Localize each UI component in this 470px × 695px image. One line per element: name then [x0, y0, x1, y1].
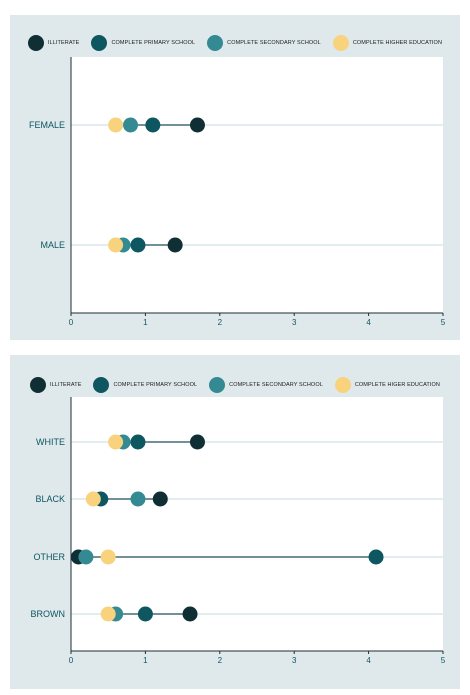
- data-point: [100, 549, 116, 565]
- data-point: [78, 549, 94, 565]
- data-point: [100, 606, 116, 622]
- category-label: BROWN: [31, 609, 66, 619]
- data-point: [152, 491, 168, 507]
- legend-label: ILLITERATE: [47, 40, 80, 46]
- data-point: [145, 117, 161, 133]
- data-point: [85, 491, 101, 507]
- legend-item-primary: COMPLETE PRIMARY SCHOOL: [91, 35, 195, 51]
- data-point: [167, 237, 183, 253]
- data-point: [108, 434, 124, 450]
- legend-swatch-illiterate: [30, 377, 46, 393]
- legend-swatch-secondary: [209, 377, 226, 393]
- x-tick-label: 4: [366, 318, 371, 327]
- legend-item-illiterate: ILLITERATE: [30, 377, 81, 393]
- dot-plot-gender: FEMALE MALE 0 1 2 3 4 5: [29, 57, 446, 327]
- x-tick-label: 5: [441, 656, 446, 665]
- category-label: FEMALE: [29, 120, 65, 130]
- legend-label: COMPLETE SECONDARY SCHOOL: [227, 40, 321, 46]
- legend-label: COMPLETE PRIMARY SCHOOL: [111, 40, 196, 46]
- dot-plot-race: WHITE BLACK OTHER BROWN 0 1 2 3 4 5: [31, 397, 446, 665]
- category-label: OTHER: [34, 552, 66, 562]
- x-tick-label: 2: [218, 656, 223, 665]
- data-point: [130, 237, 146, 253]
- x-tick-label: 1: [143, 656, 148, 665]
- legend-label: COMPLETE HIGHER EDUCATION: [352, 40, 443, 46]
- legend-item-higher: COMPLETE HIGHER EDUCATION: [332, 35, 443, 51]
- x-tick-label: 3: [292, 318, 297, 327]
- category-label: WHITE: [36, 437, 65, 447]
- legend-item-secondary: COMPLETE SECONDARY SCHOOL: [209, 377, 323, 393]
- data-point: [189, 117, 205, 133]
- plot-area: [71, 397, 443, 651]
- legend-item-secondary: COMPLETE SECONDARY SCHOOL: [207, 35, 321, 51]
- data-point: [108, 117, 124, 133]
- category-label: MALE: [40, 240, 65, 250]
- legend-label: COMPLETE PRIMARY SCHOOL: [113, 382, 198, 388]
- legend-label: ILLITERATE: [50, 382, 82, 388]
- data-point: [130, 434, 146, 450]
- plot-area: [71, 57, 443, 313]
- data-point: [182, 606, 198, 622]
- x-tick-label: 0: [69, 318, 74, 327]
- legend: ILLITERATE COMPLETE PRIMARY SCHOOL COMPL…: [10, 35, 460, 51]
- legend: ILLITERATE COMPLETE PRIMARY SCHOOL COMPL…: [10, 377, 460, 393]
- legend-label: COMPLETE HIGER EDUCATION: [354, 382, 440, 388]
- legend-item-primary: COMPLETE PRIMARY SCHOOL: [93, 377, 197, 393]
- legend-swatch-primary: [91, 35, 108, 51]
- data-point: [130, 491, 146, 507]
- legend-swatch-higher: [334, 377, 351, 393]
- legend-swatch-illiterate: [27, 35, 44, 51]
- legend-swatch-higher: [332, 35, 349, 51]
- data-point: [137, 606, 153, 622]
- legend-swatch-primary: [93, 377, 110, 393]
- x-tick-label: 4: [366, 656, 371, 665]
- chart-panel-race: ILLITERATE COMPLETE PRIMARY SCHOOL COMPL…: [10, 355, 460, 689]
- category-label: BLACK: [35, 494, 65, 504]
- data-point: [368, 549, 384, 565]
- data-point: [189, 434, 205, 450]
- legend-item-illiterate: ILLITERATE: [27, 35, 80, 51]
- data-point: [123, 117, 139, 133]
- legend-item-higher: COMPLETE HIGER EDUCATION: [334, 377, 440, 393]
- data-point: [108, 237, 124, 253]
- x-tick-label: 2: [218, 318, 223, 327]
- chart-panel-gender: ILLITERATE COMPLETE PRIMARY SCHOOL COMPL…: [10, 15, 460, 340]
- x-tick-label: 1: [143, 318, 148, 327]
- legend-swatch-secondary: [207, 35, 224, 51]
- legend-label: COMPLETE SECONDARY SCHOOL: [229, 382, 323, 388]
- x-tick-label: 5: [441, 318, 446, 327]
- x-tick-label: 0: [69, 656, 74, 665]
- x-tick-label: 3: [292, 656, 297, 665]
